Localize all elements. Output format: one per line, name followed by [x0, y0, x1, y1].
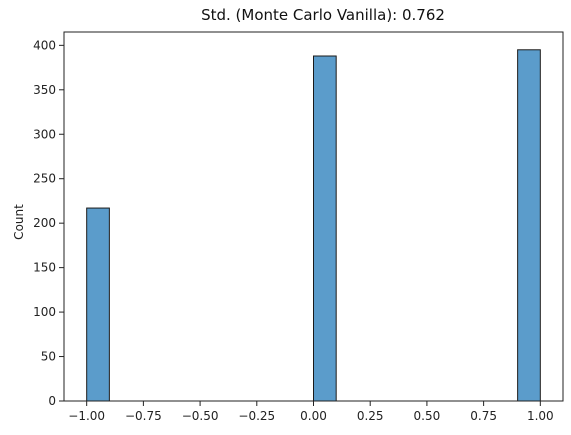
chart-title: Std. (Monte Carlo Vanilla): 0.762	[201, 6, 445, 24]
x-tick-label-0: −1.00	[68, 409, 105, 423]
y-tick-label-0: 0	[48, 394, 56, 408]
x-axis: −1.00 −0.75 −0.50 −0.25 0.00 0.25 0.50 0.75 1.00	[68, 401, 554, 423]
x-tick-label-4: 0.00	[300, 409, 327, 423]
y-tick-label-5: 250	[33, 172, 56, 186]
y-tick-label-7: 350	[33, 83, 56, 97]
y-tick-label-3: 150	[33, 261, 56, 275]
x-tick-label-5: 0.25	[357, 409, 384, 423]
x-tick-label-1: −0.75	[125, 409, 162, 423]
y-tick-label-1: 50	[41, 350, 56, 364]
histogram-bar-0	[86, 207, 110, 402]
histogram-bar-1	[313, 55, 337, 402]
x-tick-label-2: −0.50	[182, 409, 219, 423]
y-axis-label: Count	[12, 204, 26, 240]
bars-layer	[86, 49, 541, 402]
x-tick-label-3: −0.25	[238, 409, 275, 423]
y-axis: 0 50 100 150 200 250 300 350 400	[33, 38, 64, 408]
x-tick-label-8: 1.00	[527, 409, 554, 423]
histogram-bar-2	[517, 49, 541, 402]
x-tick-label-7: 0.75	[470, 409, 497, 423]
plot-frame	[63, 31, 564, 402]
y-tick-label-4: 200	[33, 216, 56, 230]
y-tick-label-8: 400	[33, 38, 56, 52]
y-tick-label-2: 100	[33, 305, 56, 319]
x-tick-label-6: 0.50	[414, 409, 441, 423]
y-tick-label-6: 300	[33, 127, 56, 141]
